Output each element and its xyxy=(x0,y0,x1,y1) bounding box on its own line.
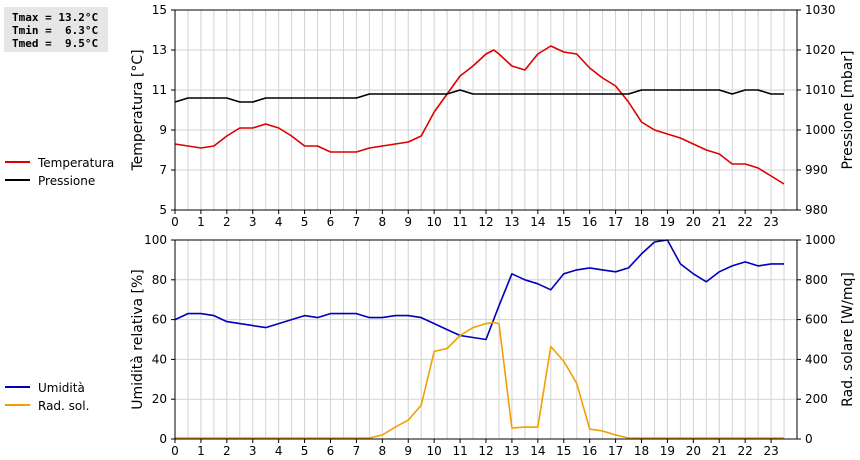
series-line-pressione xyxy=(174,89,784,103)
x-tick-label: 0 xyxy=(171,215,179,229)
y2-tick-label: 1000 xyxy=(805,123,836,137)
stats-box: Tmax = 13.2°C Tmin = 6.3°C Tmed = 9.5°C xyxy=(4,7,108,52)
y2-tick-label: 400 xyxy=(805,352,828,366)
x-tick-label: 12 xyxy=(478,215,493,229)
y2-tick-label: 200 xyxy=(805,392,828,406)
chart-panel-1: 0 1 2 3 4 5 6 7 8 9 10 11 12 13 14 15 16 17 18 19 20 21 22 2357… xyxy=(5,3,856,229)
x-tick-label: 2 xyxy=(223,215,231,229)
y2-tick-label: 1020 xyxy=(805,43,836,57)
x-tick-label: 5 xyxy=(301,444,309,458)
y-tick-label: 40 xyxy=(152,352,167,366)
x-tick-label: 17 xyxy=(608,444,623,458)
y2-tick-label: 1000 xyxy=(805,233,836,247)
x-tick-label: 19 xyxy=(660,444,675,458)
legend-label: Rad. sol. xyxy=(38,399,89,413)
y-tick-label: 15 xyxy=(152,3,167,17)
x-tick-label: 13 xyxy=(504,444,519,458)
y-tick-label: 9 xyxy=(159,123,167,137)
x-tick-label: 21 xyxy=(712,215,727,229)
y-axis-title: Umidità relativa [%] xyxy=(130,269,146,410)
y2-axis-title: Pressione [mbar] xyxy=(840,50,856,169)
x-tick-label: 8 xyxy=(379,444,387,458)
x-tick-label: 11 xyxy=(452,215,467,229)
x-tick-label: 23 xyxy=(763,215,778,229)
y2-tick-label: 980 xyxy=(805,203,828,217)
x-tick-label: 1 xyxy=(197,215,205,229)
x-tick-label: 0 xyxy=(171,444,179,458)
y-tick-label: 0 xyxy=(159,432,167,446)
x-tick-label: 21 xyxy=(712,444,727,458)
x-tick-label: 18 xyxy=(634,215,649,229)
y-tick-label: 100 xyxy=(144,233,167,247)
y2-axis-title: Rad. solare [W/mq] xyxy=(840,272,856,407)
x-tick-label: 17 xyxy=(608,215,623,229)
y-tick-label: 60 xyxy=(152,313,167,327)
x-tick-label: 7 xyxy=(353,215,361,229)
x-tick-label: 4 xyxy=(275,444,283,458)
x-tick-label: 9 xyxy=(404,215,412,229)
x-tick-label: 3 xyxy=(249,215,257,229)
y2-tick-label: 800 xyxy=(805,273,828,287)
y-tick-label: 11 xyxy=(152,83,167,97)
tmin-label: Tmin = 6.3°C xyxy=(12,24,99,37)
legend-label: Pressione xyxy=(38,174,95,188)
x-tick-label: 9 xyxy=(404,444,412,458)
x-tick-label: 10 xyxy=(427,215,442,229)
x-tick-label: 14 xyxy=(530,444,545,458)
x-tick-label: 10 xyxy=(427,444,442,458)
y-tick-label: 7 xyxy=(159,163,167,177)
x-tick-label: 6 xyxy=(327,215,335,229)
x-tick-label: 20 xyxy=(686,215,701,229)
legend-label: Umidità xyxy=(38,381,85,395)
y2-tick-label: 1030 xyxy=(805,3,836,17)
x-tick-label: 22 xyxy=(738,215,753,229)
series-line-rad-sol xyxy=(175,321,784,439)
y-tick-label: 80 xyxy=(152,273,167,287)
x-tick-label: 8 xyxy=(379,215,387,229)
y-axis-title: Temperatura [°C] xyxy=(130,49,146,171)
y2-tick-label: 600 xyxy=(805,313,828,327)
x-tick-label: 15 xyxy=(556,215,571,229)
tmed-label: Tmed = 9.5°C xyxy=(12,37,99,50)
x-tick-label: 6 xyxy=(327,444,335,458)
x-tick-label: 3 xyxy=(249,444,257,458)
x-tick-label: 4 xyxy=(275,215,283,229)
chart-panel-2: 0 1 2 3 4 5 6 7 8 9 10 11 12 13 14 15 16 17 18 19 20 21 22 2302… xyxy=(5,233,856,458)
series-line-temperatura xyxy=(174,45,785,185)
x-tick-label: 15 xyxy=(556,444,571,458)
x-tick-label: 12 xyxy=(478,444,493,458)
tmax-label: Tmax = 13.2°C xyxy=(12,11,99,24)
legend-label: Temperatura xyxy=(37,156,114,170)
x-tick-label: 18 xyxy=(634,444,649,458)
x-tick-label: 2 xyxy=(223,444,231,458)
x-tick-label: 22 xyxy=(738,444,753,458)
x-tick-label: 19 xyxy=(660,215,675,229)
x-tick-label: 16 xyxy=(582,215,597,229)
y-tick-label: 5 xyxy=(159,203,167,217)
x-tick-label: 20 xyxy=(686,444,701,458)
x-tick-label: 11 xyxy=(452,444,467,458)
y2-tick-label: 990 xyxy=(805,163,828,177)
y2-tick-label: 1010 xyxy=(805,83,836,97)
y-tick-label: 13 xyxy=(152,43,167,57)
y-tick-label: 20 xyxy=(152,392,167,406)
x-tick-label: 1 xyxy=(197,444,205,458)
x-tick-label: 14 xyxy=(530,215,545,229)
y2-tick-label: 0 xyxy=(805,432,813,446)
series-line-umidit xyxy=(174,239,784,341)
x-tick-label: 7 xyxy=(353,444,361,458)
x-tick-label: 5 xyxy=(301,215,309,229)
x-tick-label: 16 xyxy=(582,444,597,458)
x-tick-label: 23 xyxy=(763,444,778,458)
x-tick-label: 13 xyxy=(504,215,519,229)
